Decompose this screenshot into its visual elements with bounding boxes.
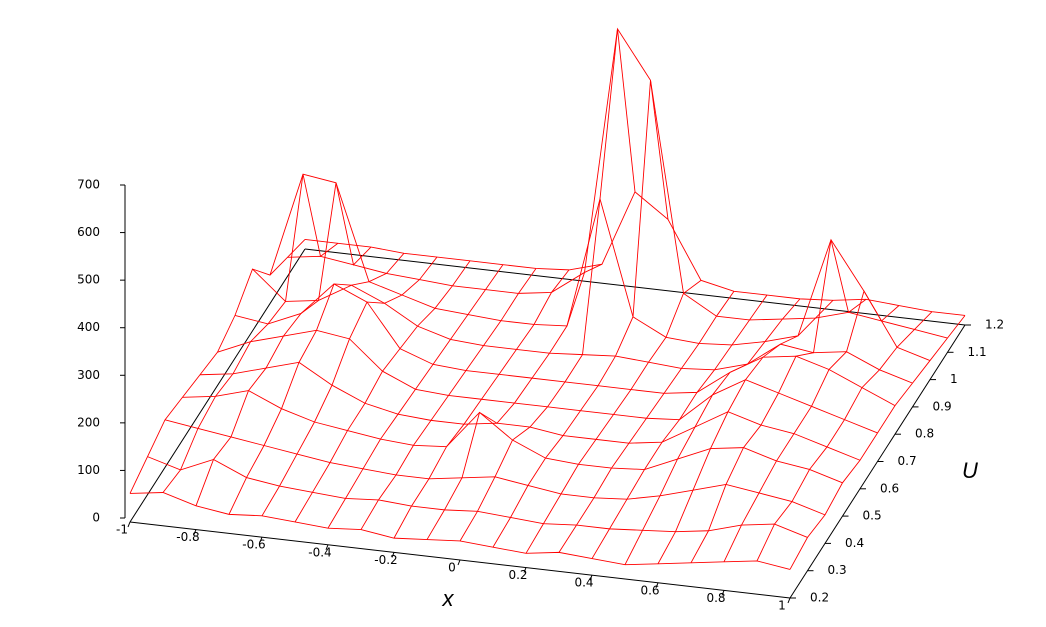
mesh-column: [723, 289, 900, 563]
mesh-row: [252, 268, 913, 384]
mesh-column: [789, 315, 966, 570]
u-tick-label: 0.8: [915, 427, 934, 441]
mesh-column: [591, 294, 768, 559]
x-tick: [457, 559, 461, 566]
mesh-column: [228, 252, 405, 515]
mesh-row: [147, 456, 808, 538]
u-axis-label: U: [962, 458, 978, 483]
x-tick-label: -0.2: [374, 553, 397, 567]
x-tick: [391, 552, 395, 558]
x-tick-label: 0.6: [640, 583, 659, 597]
x-tick: [193, 529, 197, 535]
mesh-column: [525, 279, 702, 554]
left-edge: [129, 248, 306, 523]
x-tick: [325, 544, 329, 550]
x-tick-label: 0.4: [574, 576, 593, 590]
x-tick: [127, 521, 131, 528]
mesh-row: [199, 361, 861, 461]
u-tick-label: 0.4: [845, 536, 864, 550]
z-tick-label: 700: [77, 178, 100, 192]
mesh-column: [492, 80, 669, 548]
x-axis-label: x: [442, 586, 455, 611]
u-tick-label: 0.6: [880, 481, 899, 495]
x-tick-label: 0: [448, 561, 456, 575]
x-tick: [721, 590, 725, 596]
mesh-row: [287, 27, 948, 339]
x-tick-label: 0.8: [706, 591, 725, 605]
x-tick-label: -0.4: [308, 545, 331, 559]
x-tick: [259, 537, 263, 543]
u-tick-label: 0.2: [810, 591, 829, 605]
mesh-column: [393, 269, 570, 539]
mesh-column: [657, 299, 834, 564]
z-tick-label: 600: [77, 225, 100, 239]
mesh-column: [426, 263, 603, 540]
mesh-column: [261, 256, 438, 517]
mesh-column: [360, 268, 537, 530]
mesh-row: [164, 419, 826, 516]
mesh-column: [129, 239, 306, 494]
mesh-column: [624, 298, 801, 565]
mesh-column: [558, 291, 735, 553]
x-tick-label: -0.6: [242, 538, 265, 552]
mesh-column: [162, 174, 339, 493]
u-tick-label: 0.3: [828, 563, 847, 577]
mesh-column: [690, 239, 867, 564]
z-tick-label: 500: [77, 273, 100, 287]
mesh-column: [294, 260, 471, 523]
z-tick-label: 300: [77, 368, 100, 382]
mesh-column: [327, 264, 504, 529]
z-tick-label: 0: [92, 511, 100, 525]
mesh-column: [756, 311, 933, 562]
mesh-column: [459, 28, 636, 542]
x-tick-label: 1: [778, 599, 786, 613]
u-tick-label: 0.5: [863, 509, 882, 523]
z-tick-label: 100: [77, 463, 100, 477]
u-tick-label: 0.9: [933, 399, 952, 413]
x-tick: [523, 567, 527, 573]
x-tick-label: -1: [116, 523, 128, 537]
u-tick-label: 0.7: [898, 454, 917, 468]
x-tick: [655, 582, 659, 588]
x-tick-label: 0.2: [508, 568, 527, 582]
x-tick-label: -0.8: [176, 530, 199, 544]
z-tick-label: 400: [77, 320, 100, 334]
u-tick-label: 1.1: [968, 345, 987, 359]
mesh-row: [234, 283, 896, 407]
x-tick: [787, 597, 791, 604]
mesh-row: [182, 390, 843, 484]
u-tick-label: 1: [950, 372, 958, 386]
u-tick-label: 1.2: [985, 318, 1004, 332]
mesh-column: [195, 182, 372, 506]
x-tick: [589, 575, 593, 581]
z-tick-label: 200: [77, 415, 100, 429]
